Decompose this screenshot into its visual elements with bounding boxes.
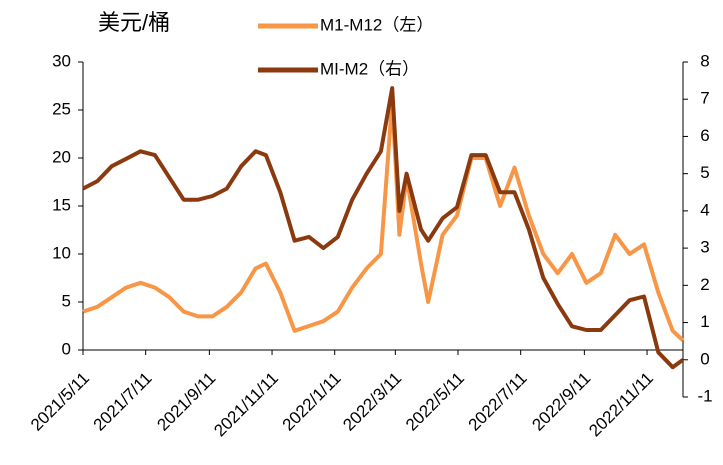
y2-tick-label: 8 [700, 51, 709, 70]
y2-tick-label: -1 [697, 386, 712, 405]
x-tick-label: 2021/7/11 [90, 369, 156, 435]
y2-tick-label: 1 [700, 312, 709, 331]
y2-tick-label: 6 [700, 126, 709, 145]
y-tick-label: 15 [52, 195, 71, 214]
x-tick-label: 2021/5/11 [27, 369, 93, 435]
y-tick-label: 25 [52, 99, 71, 118]
y2-tick-label: 2 [700, 275, 709, 294]
x-tick-label: 2022/7/11 [465, 369, 531, 435]
y2-tick-label: 7 [700, 89, 709, 108]
y-tick-label: 20 [52, 147, 71, 166]
legend-label: MI-M2（右） [320, 59, 419, 78]
y2-tick-label: 4 [700, 200, 709, 219]
x-tick-label: 2021/11/11 [210, 369, 282, 441]
x-tick-label: 2022/11/11 [585, 369, 657, 441]
y-tick-label: 30 [52, 51, 71, 70]
y2-tick-label: 5 [700, 163, 709, 182]
x-tick-label: 2022/3/11 [339, 369, 405, 435]
y-tick-label: 5 [62, 291, 71, 310]
x-tick-label: 2022/5/11 [402, 369, 468, 435]
series-line [82, 86, 685, 370]
y2-tick-label: 3 [700, 238, 709, 257]
y-axis-label: 美元/桶 [98, 10, 170, 35]
x-tick-label: 2022/9/11 [528, 369, 594, 435]
y-tick-label: 0 [62, 339, 71, 358]
x-tick-label: 2021/9/11 [153, 369, 219, 435]
legend-label: M1-M12（左） [320, 15, 433, 34]
y2-tick-label: 0 [700, 349, 709, 368]
y-tick-label: 10 [52, 243, 71, 262]
x-tick-label: 2022/1/11 [279, 369, 345, 435]
